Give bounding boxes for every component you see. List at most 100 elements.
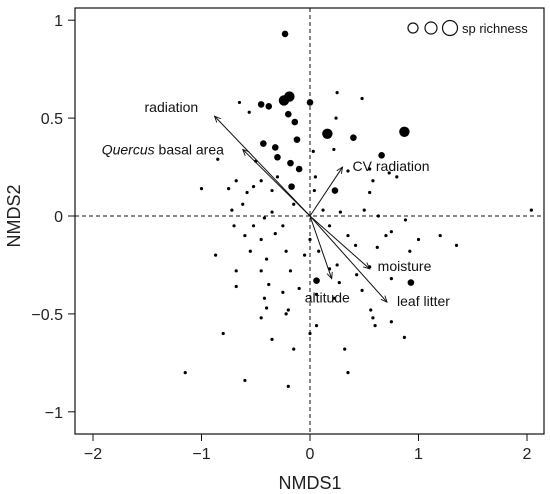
site-point xyxy=(286,384,290,388)
site-point xyxy=(313,277,320,284)
site-point xyxy=(314,292,319,296)
vector-label: CV radiation xyxy=(353,158,430,174)
reference-lines xyxy=(75,8,544,434)
x-tick-label: −1 xyxy=(192,446,210,463)
site-point xyxy=(306,99,314,106)
site-point xyxy=(369,308,373,312)
site-point xyxy=(368,190,372,195)
site-point xyxy=(293,136,301,143)
y-axis-title: NMDS2 xyxy=(4,184,24,247)
site-point xyxy=(245,190,249,195)
site-point xyxy=(259,316,263,320)
site-point xyxy=(313,175,318,179)
site-point xyxy=(302,253,307,257)
site-point xyxy=(346,233,350,238)
site-point xyxy=(265,306,269,310)
site-point xyxy=(368,167,372,171)
site-point xyxy=(375,245,379,249)
site-point xyxy=(265,103,273,110)
vector-arrow xyxy=(215,116,311,217)
data-points xyxy=(183,30,533,388)
site-point xyxy=(389,277,393,281)
site-point xyxy=(287,159,294,167)
site-point xyxy=(327,224,332,228)
site-point xyxy=(395,175,399,179)
y-tick-label: −0.5 xyxy=(31,307,63,324)
legend-circle-small xyxy=(407,22,419,34)
site-point xyxy=(407,279,415,286)
site-point xyxy=(183,371,187,375)
site-point xyxy=(265,257,269,261)
site-point xyxy=(389,320,393,324)
vector-label: radiation xyxy=(145,99,199,115)
site-point xyxy=(292,347,296,351)
vector-label: moisture xyxy=(378,258,432,274)
site-point xyxy=(262,296,267,300)
site-point xyxy=(312,188,316,193)
site-point xyxy=(281,30,289,38)
site-point xyxy=(281,290,285,294)
site-point xyxy=(438,233,442,238)
y-tick-label: −1 xyxy=(45,405,63,422)
site-point xyxy=(234,179,238,183)
vector-label: Quercus basal area xyxy=(102,141,224,157)
site-point xyxy=(267,282,271,287)
vector-label: altitude xyxy=(305,290,350,306)
site-point xyxy=(257,101,265,108)
env-vectors: radiation Quercus basal area CV radiation m… xyxy=(102,99,451,309)
legend-circle-large xyxy=(441,19,459,37)
vector-arrow xyxy=(243,149,311,217)
site-point xyxy=(321,208,325,212)
site-point xyxy=(362,208,366,212)
site-point xyxy=(270,188,274,193)
site-point xyxy=(281,224,285,228)
site-point xyxy=(335,263,339,267)
x-tick-label: −2 xyxy=(84,446,102,463)
site-point xyxy=(292,202,296,206)
x-axis-title: NMDS1 xyxy=(278,473,341,493)
site-point xyxy=(384,233,388,238)
site-point xyxy=(262,216,267,220)
site-point xyxy=(237,100,242,105)
site-point xyxy=(273,232,277,236)
site-point xyxy=(243,378,247,383)
vector-arrow xyxy=(309,167,343,217)
site-point xyxy=(295,165,303,173)
site-point xyxy=(355,273,359,277)
site-point xyxy=(248,249,252,253)
site-point xyxy=(260,140,267,147)
site-point xyxy=(378,152,385,159)
site-point xyxy=(259,269,263,273)
site-point xyxy=(243,233,247,238)
site-point xyxy=(247,110,251,114)
site-point xyxy=(360,96,364,101)
site-point xyxy=(337,280,341,285)
site-point xyxy=(332,147,336,152)
site-point xyxy=(408,249,412,253)
site-point xyxy=(402,335,406,339)
site-point xyxy=(403,218,408,222)
site-point xyxy=(284,91,295,102)
site-point xyxy=(232,224,236,228)
site-point xyxy=(275,175,280,179)
site-point xyxy=(230,208,234,212)
site-point xyxy=(314,324,319,328)
site-point xyxy=(291,118,299,126)
site-point xyxy=(288,269,293,273)
site-point xyxy=(241,202,245,206)
site-point xyxy=(216,157,220,161)
site-point xyxy=(286,308,290,312)
site-point xyxy=(387,171,391,175)
site-point xyxy=(399,126,410,138)
site-point xyxy=(360,288,364,293)
site-point xyxy=(308,331,312,336)
site-point xyxy=(346,169,350,173)
site-point xyxy=(350,134,357,141)
site-point xyxy=(271,144,279,151)
site-point xyxy=(353,243,358,247)
site-point xyxy=(389,230,393,234)
site-point xyxy=(346,371,350,375)
site-point xyxy=(338,210,342,214)
site-point xyxy=(376,214,380,218)
